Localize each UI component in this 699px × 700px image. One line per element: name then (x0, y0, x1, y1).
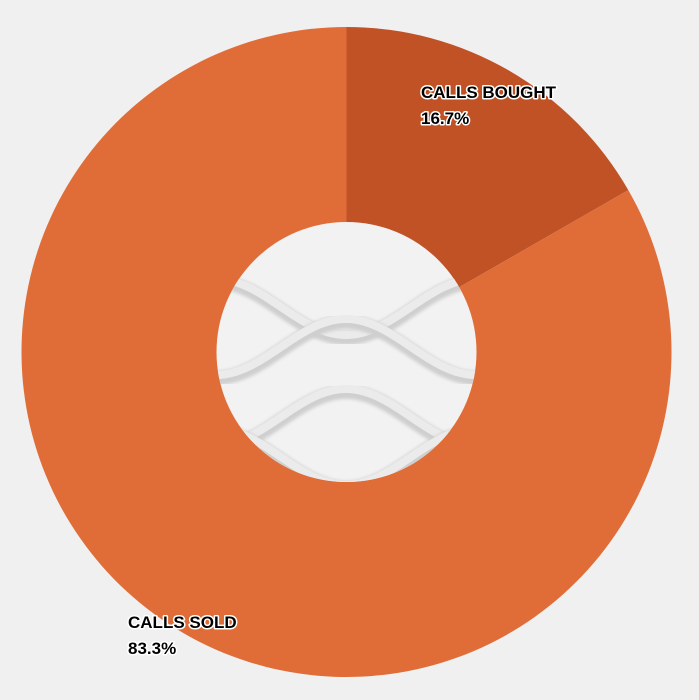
slice-label: CALLS BOUGHT (421, 83, 557, 102)
wave-pattern (216, 274, 477, 339)
slice-percent-label: 83.3% (128, 639, 176, 658)
slice-percent-label: 16.7% (421, 109, 469, 128)
wave-pattern (216, 315, 477, 380)
slice-label: CALLS SOLD (128, 613, 237, 632)
labels: CALLS BOUGHT 16.7% CALLS SOLD 83.3% (127, 82, 559, 660)
